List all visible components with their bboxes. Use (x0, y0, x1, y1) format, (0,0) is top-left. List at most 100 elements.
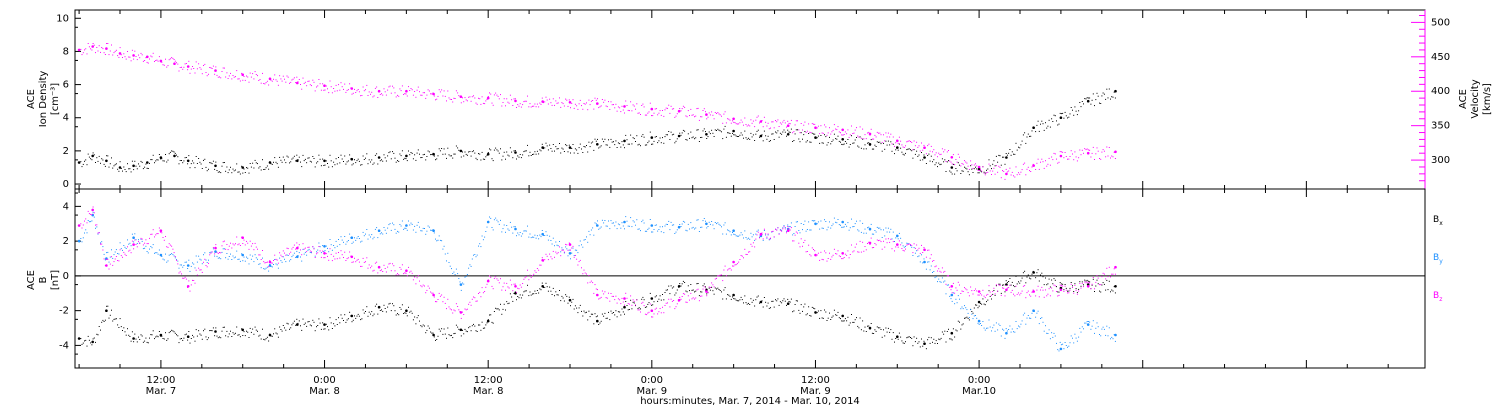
by-sample (849, 227, 851, 229)
by-sample (1005, 328, 1007, 330)
by-series (77, 211, 1117, 352)
velocity-sample (748, 124, 749, 126)
density-sample (777, 130, 779, 132)
bz-sample (437, 299, 439, 300)
by-sample (1030, 317, 1032, 319)
by-sample (644, 230, 646, 232)
bz-sample (951, 292, 953, 294)
bx-sample (150, 334, 152, 336)
by-sample (766, 237, 768, 239)
bz-sample (300, 249, 301, 251)
velocity-sample (597, 98, 598, 100)
by-sample (787, 224, 789, 226)
bx-sample (233, 333, 235, 335)
bz-sample (330, 253, 332, 255)
bx-sample (106, 305, 108, 307)
by-sample (567, 255, 569, 257)
density-sample (179, 160, 181, 161)
velocity-sample (741, 121, 743, 123)
bx-sample (379, 310, 381, 311)
bx-sample (995, 285, 997, 287)
by-sample (593, 234, 595, 236)
bz-sample (1032, 289, 1034, 291)
bx-sample (1004, 291, 1006, 293)
velocity-sample (965, 161, 967, 163)
bz-sample (215, 244, 217, 246)
velocity-sample (884, 140, 886, 142)
density-sample (631, 143, 633, 145)
velocity-sample (373, 95, 375, 97)
bz-sample (992, 291, 994, 292)
density-point (705, 133, 708, 136)
bx-sample (340, 314, 342, 316)
bx-sample (296, 318, 298, 320)
bx-sample (735, 299, 737, 301)
velocity-sample (694, 116, 695, 118)
velocity-sample (246, 75, 247, 77)
bx-sample (129, 336, 131, 337)
velocity-sample (757, 115, 759, 117)
bx-sample (287, 323, 289, 325)
bx-sample (853, 321, 855, 323)
bx-sample (314, 330, 316, 332)
density-sample (508, 155, 510, 157)
bx-sample (478, 324, 479, 326)
bz-sample (365, 261, 366, 263)
velocity-sample (1031, 166, 1033, 168)
bx-sample (230, 330, 231, 332)
by-sample (84, 232, 85, 234)
density-sample (317, 161, 319, 163)
density-sample (584, 146, 586, 148)
bx-sample (335, 319, 337, 321)
density-sample (745, 137, 747, 139)
bz-sample (806, 251, 808, 252)
density-sample (681, 132, 683, 134)
density-sample (1067, 117, 1068, 119)
bz-sample (287, 248, 289, 250)
velocity-sample (169, 58, 171, 60)
velocity-sample (318, 79, 320, 80)
velocity-sample (802, 129, 803, 131)
bx-sample (104, 319, 106, 321)
bz-sample (638, 309, 640, 311)
bz-sample (1070, 283, 1072, 285)
bx-point (1114, 285, 1117, 288)
bz-sample (560, 255, 562, 257)
density-sample (743, 137, 744, 139)
density-sample (1037, 120, 1039, 122)
density-sample (1027, 133, 1029, 135)
bx-sample (1000, 292, 1002, 294)
bx-sample (559, 290, 560, 291)
density-sample (605, 144, 607, 146)
bz-sample (781, 230, 783, 232)
velocity-sample (716, 113, 717, 114)
velocity-sample (735, 123, 737, 125)
bx-sample (734, 298, 736, 300)
bx-sample (885, 327, 887, 329)
bx-sample (444, 333, 446, 335)
bz-sample (383, 264, 385, 266)
by-sample (686, 230, 688, 232)
by-sample (751, 236, 753, 238)
by-sample (236, 250, 238, 252)
bx-sample (869, 328, 871, 330)
bx-sample (292, 322, 294, 324)
velocity-sample (817, 125, 819, 127)
density-sample (884, 148, 886, 150)
density-sample (695, 137, 697, 139)
bx-sample (621, 308, 623, 310)
velocity-sample (301, 88, 303, 90)
bx-sample (211, 330, 213, 332)
density-sample (563, 151, 565, 152)
bx-sample (886, 331, 888, 333)
bx-sample (290, 327, 292, 329)
velocity-sample (854, 129, 856, 131)
by-sample (182, 266, 184, 268)
density-sample (528, 155, 530, 157)
by-sample (518, 234, 520, 236)
velocity-sample (1107, 155, 1109, 157)
bx-sample (751, 301, 753, 303)
by-sample (90, 221, 92, 223)
bx-sample (986, 301, 987, 303)
density-sample (713, 136, 715, 137)
